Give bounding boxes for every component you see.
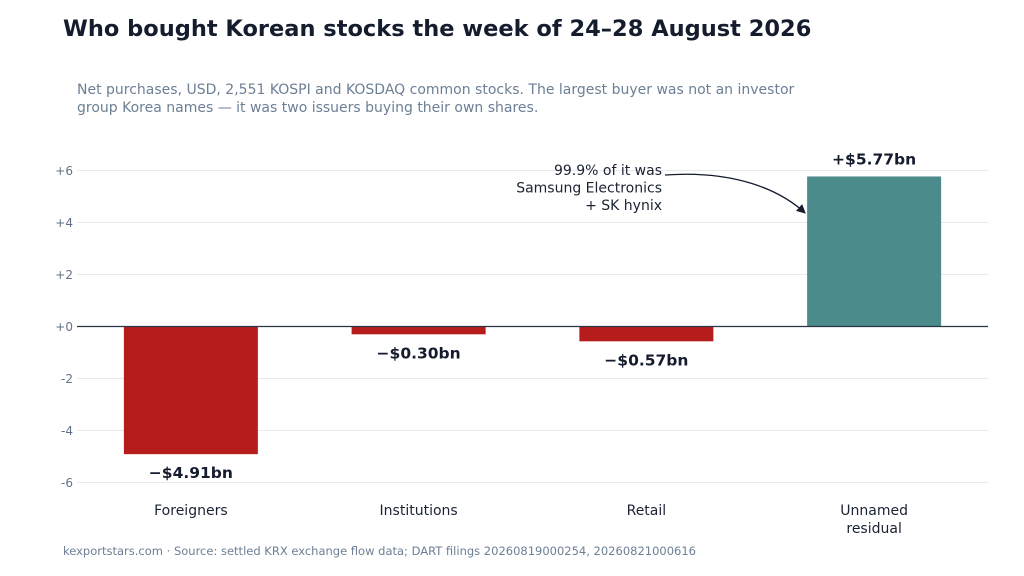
- gridlines: [77, 170, 988, 483]
- y-tick-label: -6: [61, 476, 73, 490]
- bar: [123, 326, 258, 455]
- annotation: 99.9% of it was Samsung Electronics+ SK h…: [516, 163, 806, 214]
- data-labels: −$4.91bn −$0.30bn −$0.57bn +$5.77bn: [149, 150, 916, 482]
- x-category-label: Foreigners: [154, 503, 228, 519]
- chart-subtitle: Net purchases, USD, 2,551 KOSPI and KOSD…: [77, 82, 795, 116]
- annotation-text: Samsung Electronics: [516, 181, 662, 197]
- y-tick-label: +2: [55, 268, 73, 282]
- source-footer: kexportstars.com · Source: settled KRX e…: [63, 544, 696, 558]
- data-label: +$5.77bn: [832, 150, 916, 168]
- x-category-label: Unnamed: [840, 503, 908, 519]
- data-label: −$0.30bn: [377, 344, 461, 362]
- bar: [579, 326, 714, 342]
- chart-title: Who bought Korean stocks the week of 24–…: [63, 16, 812, 42]
- annotation-arrow: [664, 173, 806, 214]
- x-axis: Foreigners Institutions Retail Unnamed resid…: [154, 503, 908, 537]
- y-axis: +6 +4 +2 +0 -2 -4 -6: [55, 164, 988, 490]
- data-label: −$4.91bn: [149, 464, 233, 482]
- y-tick-label: +0: [55, 320, 73, 334]
- x-category-label: Institutions: [380, 503, 458, 519]
- x-category-label: residual: [846, 521, 901, 537]
- x-category-label: Retail: [627, 503, 667, 519]
- bar: [351, 326, 486, 335]
- bar: [807, 176, 942, 327]
- y-tick-label: +4: [55, 216, 73, 230]
- annotation-text: + SK hynix: [585, 198, 662, 214]
- data-label: −$0.57bn: [604, 351, 688, 369]
- annotation-text: 99.9% of it was: [554, 163, 662, 179]
- y-tick-label: -2: [61, 372, 73, 386]
- y-tick-label: +6: [55, 164, 73, 178]
- y-tick-label: -4: [61, 424, 73, 438]
- bars: [123, 176, 942, 455]
